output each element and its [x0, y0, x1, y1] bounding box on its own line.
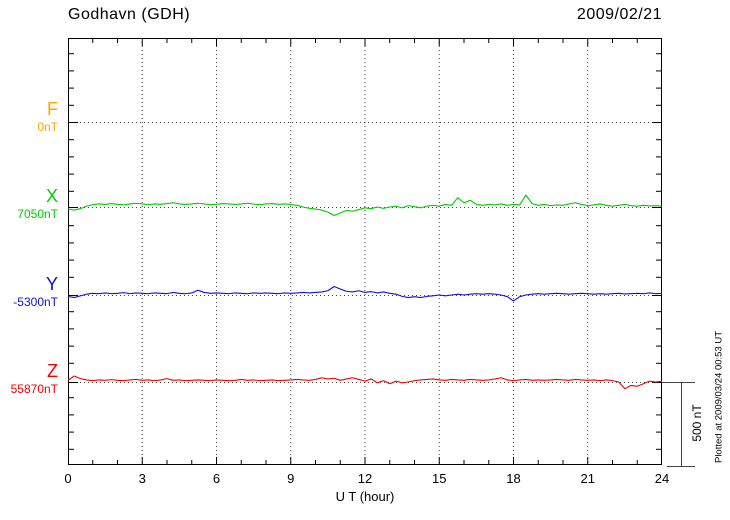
channel-label-x: X 7050nT [0, 187, 58, 220]
x-axis-tick-18: 18 [506, 471, 521, 486]
x-axis-tick-9: 9 [287, 471, 295, 486]
channel-label-y: Y -5300nT [0, 275, 58, 308]
scale-bar-bottom-cap [667, 466, 695, 467]
station-title: Godhavn (GDH) [68, 6, 191, 23]
scale-bar-line [681, 382, 682, 467]
x-axis-tick-3: 3 [138, 471, 146, 486]
x-axis-tick-0: 0 [64, 471, 72, 486]
channel-baseline-x: 7050nT [17, 207, 58, 221]
channel-label-z: Z 55870nT [0, 362, 58, 395]
channel-label-f: F 0nT [0, 100, 58, 133]
scale-bar-top-cap [662, 382, 695, 383]
channel-baseline-y: -5300nT [13, 295, 58, 309]
x-axis-tick-24: 24 [654, 471, 670, 486]
x-axis-tick-12: 12 [357, 471, 373, 486]
x-axis-tick-21: 21 [580, 471, 595, 486]
plotted-at-note: Plotted at 2009/03/24 00:53 UT [713, 330, 725, 464]
trace-y [68, 285, 662, 302]
x-axis-title: U T (hour) [335, 489, 395, 504]
channel-letter-y: Y [45, 274, 58, 294]
channel-letter-x: X [45, 186, 58, 206]
date-label: 2009/02/21 [576, 6, 662, 23]
channel-baseline-f: 0nT [37, 120, 58, 134]
x-axis-tick-15: 15 [432, 471, 447, 486]
channel-baseline-z: 55870nT [10, 382, 58, 396]
trace-z [68, 375, 662, 390]
scale-bar-label: 500 nT [690, 404, 704, 442]
trace-x [68, 194, 662, 217]
channel-letter-f: F [47, 99, 58, 119]
magnetogram-plot [68, 38, 662, 465]
x-axis-tick-6: 6 [212, 471, 221, 486]
channel-letter-z: Z [47, 361, 58, 381]
